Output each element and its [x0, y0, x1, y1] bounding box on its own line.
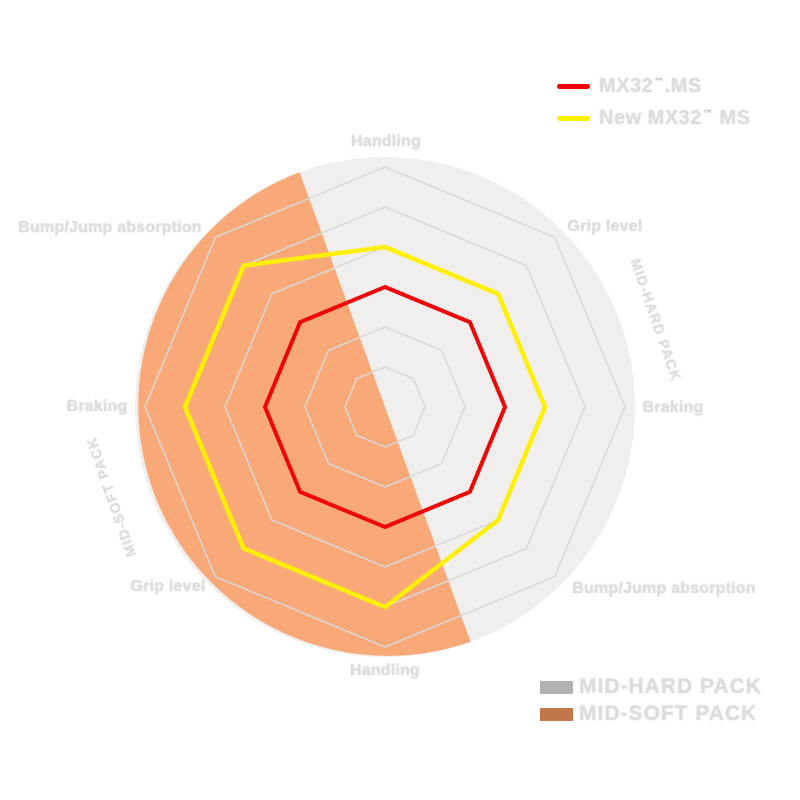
series-swatch-red	[557, 83, 590, 89]
series-legend-item-mx32: MX32™.MS	[557, 73, 751, 99]
series-legend: MX32™.MS New MX32™ MS	[557, 73, 751, 131]
grid-ring-6	[144, 166, 626, 648]
series-legend-item-new-mx32: New MX32™ MS	[557, 105, 751, 131]
axis-label-braking-left: Braking	[66, 398, 128, 415]
series-swatch-yellow	[557, 115, 590, 121]
grid-ring-2	[304, 326, 466, 488]
series-label-mx32: MX32™.MS	[599, 74, 702, 97]
pack-legend: MID-HARD PACK MID-SOFT PACK	[540, 675, 762, 726]
series-polygon-new-mx32-ms	[182, 244, 548, 610]
pack-label-mid-soft: MID-SOFT PACK	[579, 702, 758, 725]
axis-label-bumpjump-topleft: Bump/Jump absorption	[18, 219, 202, 236]
series-polygon-mx32-ms	[262, 284, 508, 530]
axis-label-grip-level-bottomleft: Grip level	[130, 578, 206, 595]
trademark-icon: ™	[702, 107, 713, 118]
axis-label-bumpjump-bottomright: Bump/Jump absorption	[572, 580, 756, 597]
pack-swatch-orange	[540, 707, 573, 721]
grid-ring-1	[344, 366, 426, 448]
series-label-new-mx32: New MX32™ MS	[599, 106, 751, 129]
axis-label-braking-right: Braking	[642, 399, 704, 416]
pack-legend-item-mid-soft: MID-SOFT PACK	[540, 702, 762, 726]
pack-legend-item-mid-hard: MID-HARD PACK	[540, 675, 762, 699]
axis-label-handling-top: Handling	[350, 133, 422, 150]
trademark-icon: ™	[654, 75, 664, 86]
pack-label-mid-hard: MID-HARD PACK	[579, 675, 762, 698]
pack-swatch-gray	[540, 680, 573, 694]
zone-soft-pack-half-disc	[138, 172, 471, 656]
axis-label-handling-bottom: Handling	[349, 662, 421, 679]
axis-label-grip-level-topright: Grip level	[567, 218, 643, 235]
